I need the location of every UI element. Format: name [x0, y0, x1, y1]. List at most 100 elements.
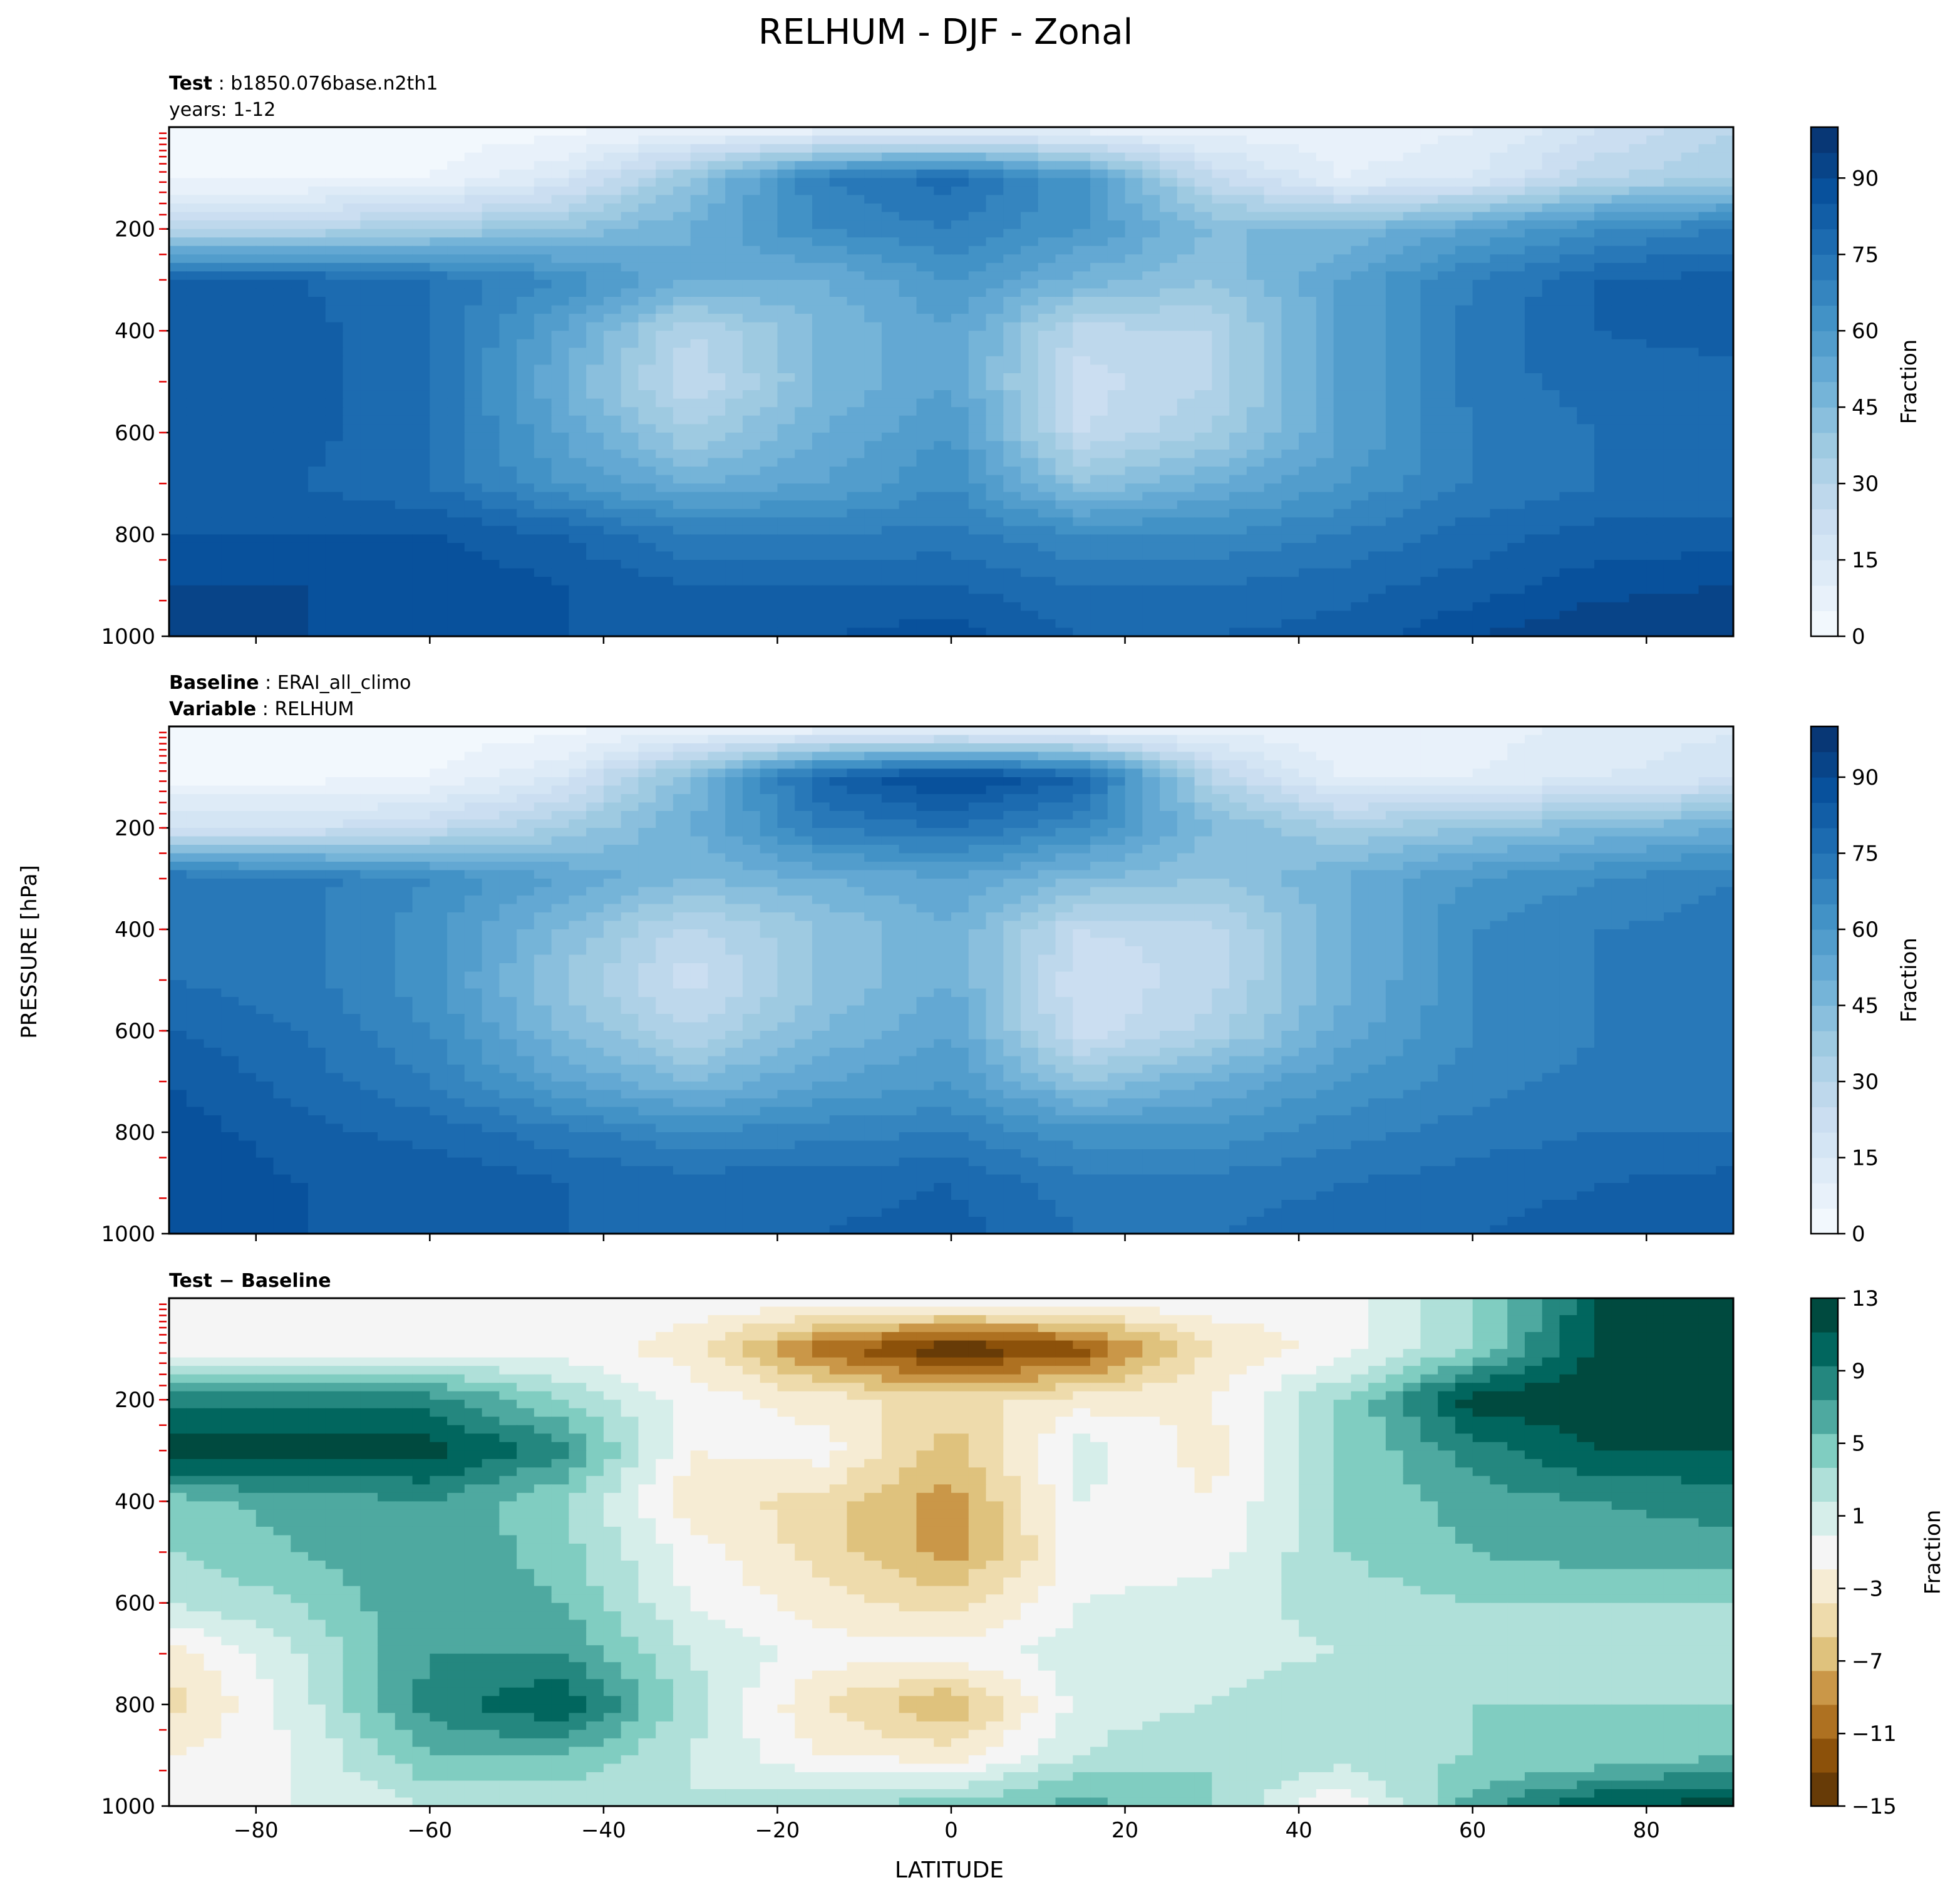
heatmap-cell [1663, 542, 1682, 552]
heatmap-cell [1577, 398, 1595, 408]
heatmap-cell [412, 432, 431, 442]
heatmap-cell [1160, 271, 1178, 281]
heatmap-cell [1073, 135, 1091, 145]
heatmap-cell [1107, 517, 1126, 527]
heatmap-cell [430, 279, 448, 289]
heatmap-cell [708, 542, 726, 552]
heatmap-cell [812, 483, 830, 493]
heatmap-cell [343, 127, 361, 137]
heatmap-cell [1420, 509, 1438, 519]
heatmap-cell [273, 424, 292, 433]
heatmap-cell [638, 254, 656, 264]
heatmap-cell [1160, 245, 1178, 256]
heatmap-cell [1681, 144, 1700, 153]
heatmap-cell [1716, 467, 1734, 476]
heatmap-cell [1246, 577, 1265, 586]
heatmap-cell [1246, 534, 1265, 544]
heatmap-cell [1646, 542, 1664, 552]
heatmap-cell [378, 483, 396, 493]
heatmap-cell [1403, 458, 1421, 467]
heatmap-cell [412, 288, 431, 297]
heatmap-cell [221, 381, 239, 391]
heatmap-cell [1299, 288, 1317, 297]
heatmap-cell [1281, 135, 1299, 145]
heatmap-cell [777, 229, 795, 238]
heatmap-cell [395, 186, 413, 196]
heatmap-cell [708, 262, 726, 272]
heatmap-cell [1351, 288, 1369, 297]
heatmap-cell [1472, 254, 1491, 264]
heatmap-cell [864, 534, 882, 544]
heatmap-cell [1698, 373, 1717, 383]
heatmap-cell [708, 220, 726, 230]
heatmap-cell [1073, 458, 1091, 467]
heatmap-cell [482, 467, 500, 476]
heatmap-cell [186, 356, 205, 366]
heatmap-cell [447, 288, 465, 297]
heatmap-cell [308, 212, 326, 221]
heatmap-cell [1681, 314, 1700, 323]
heatmap-cell [881, 195, 900, 204]
heatmap-cell [412, 407, 431, 416]
heatmap-cell [1142, 390, 1160, 400]
heatmap-cell [603, 364, 622, 374]
heatmap-cell [829, 322, 848, 331]
heatmap-cell [621, 475, 639, 484]
heatmap-cell [1663, 314, 1682, 323]
heatmap-cell [1038, 229, 1056, 238]
heatmap-cell [1003, 467, 1021, 476]
heatmap-cell [1490, 144, 1508, 153]
heatmap-cell [847, 322, 865, 331]
heatmap-cell [656, 152, 674, 162]
heatmap-cell [934, 449, 952, 459]
heatmap-cell [273, 441, 292, 450]
heatmap-cell [1403, 551, 1421, 560]
heatmap-cell [899, 127, 917, 137]
heatmap-cell [1194, 305, 1213, 314]
heatmap-cell [1055, 186, 1074, 196]
heatmap-cell [1264, 517, 1282, 527]
heatmap-cell [534, 127, 552, 137]
heatmap-cell [603, 525, 622, 535]
heatmap-cell [221, 297, 239, 306]
heatmap-cell [742, 127, 761, 137]
heatmap-cell [1472, 432, 1491, 442]
heatmap-cell [464, 449, 483, 459]
heatmap-cell [1003, 381, 1021, 391]
heatmap-cell [551, 254, 570, 264]
heatmap-cell [742, 169, 761, 179]
heatmap-cell [186, 135, 205, 145]
heatmap-cell [1003, 560, 1021, 569]
heatmap-cell [673, 398, 691, 408]
heatmap-cell [1681, 551, 1700, 560]
heatmap-cell [812, 229, 830, 238]
heatmap-cell [169, 568, 187, 577]
heatmap-cell [1055, 407, 1074, 416]
heatmap-cell [1542, 390, 1560, 400]
heatmap-cell [1559, 297, 1577, 306]
panel-label-line: years: 1-12 [169, 99, 276, 121]
heatmap-cell [1385, 127, 1404, 137]
heatmap-cell [169, 135, 187, 145]
heatmap-cell [169, 186, 187, 196]
heatmap-cell [986, 135, 1004, 145]
heatmap-cell [1160, 169, 1178, 179]
heatmap-cell [482, 381, 500, 391]
heatmap-cell [1611, 500, 1630, 510]
heatmap-cell [690, 245, 709, 256]
heatmap-cell [169, 322, 187, 331]
heatmap-cell [1681, 509, 1700, 519]
heatmap-cell [603, 356, 622, 366]
heatmap-cell [204, 229, 222, 238]
heatmap-cell [239, 509, 257, 519]
heatmap-cell [308, 373, 326, 383]
heatmap-cell [273, 178, 292, 187]
heatmap-cell [291, 144, 309, 153]
heatmap-cell [378, 144, 396, 153]
heatmap-cell [1698, 525, 1717, 535]
heatmap-cell [1142, 458, 1160, 467]
heatmap-cell [1385, 475, 1404, 484]
heatmap-cell [1299, 509, 1317, 519]
heatmap-cell [1038, 398, 1056, 408]
heatmap-cell [1003, 415, 1021, 425]
